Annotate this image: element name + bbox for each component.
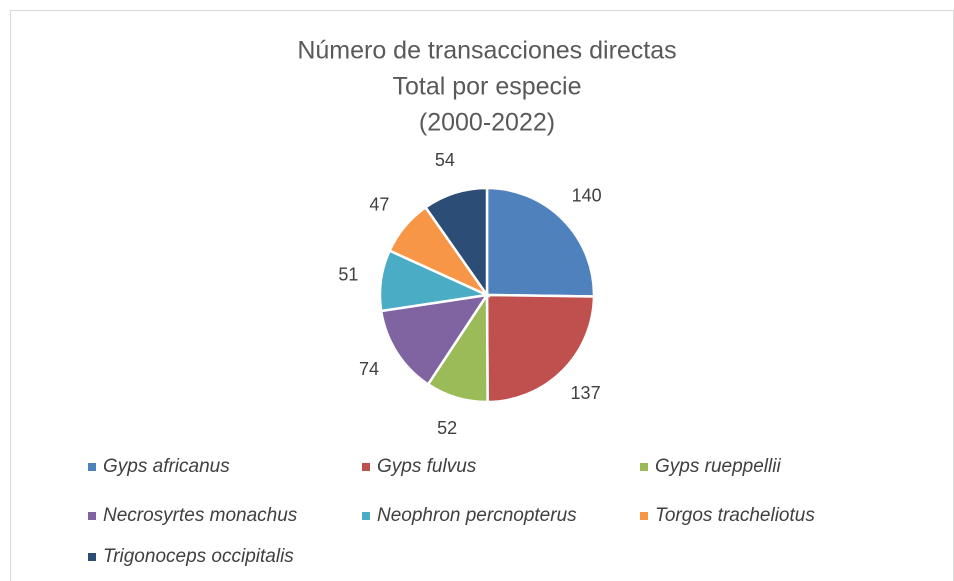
data-label: 47: [369, 194, 389, 214]
legend-label: Gyps fulvus: [377, 456, 477, 477]
legend-marker: [362, 512, 370, 520]
data-label: 51: [338, 264, 358, 284]
pie-slice: [423, 186, 489, 299]
legend-label: Gyps africanus: [103, 456, 230, 477]
legend-label: Trigonoceps occipitalis: [103, 546, 294, 567]
chart-title: (2000-2022): [419, 109, 555, 137]
legend-label: Neophron percnopterus: [377, 505, 577, 526]
pie-slice: [485, 186, 596, 298]
legend-label: Necrosyrtes monachus: [103, 505, 298, 526]
data-label: 54: [435, 150, 455, 170]
pie-slice: [379, 293, 490, 387]
legend-marker: [88, 512, 96, 520]
legend-marker: [640, 512, 648, 520]
chart-title: Número de transacciones directas: [297, 37, 676, 65]
legend-marker: [88, 463, 96, 471]
data-label: 52: [437, 418, 457, 438]
legend-marker: [362, 463, 370, 471]
legend-marker: [88, 553, 96, 561]
legend-label: Gyps rueppellii: [655, 456, 781, 477]
data-label: 74: [359, 359, 379, 379]
pie-slice: [485, 293, 596, 404]
chart-title: Total por especie: [392, 73, 581, 101]
data-label: 140: [572, 185, 602, 205]
legend-marker: [640, 463, 648, 471]
data-label: 137: [571, 383, 601, 403]
legend-label: Torgos tracheliotus: [655, 505, 815, 526]
